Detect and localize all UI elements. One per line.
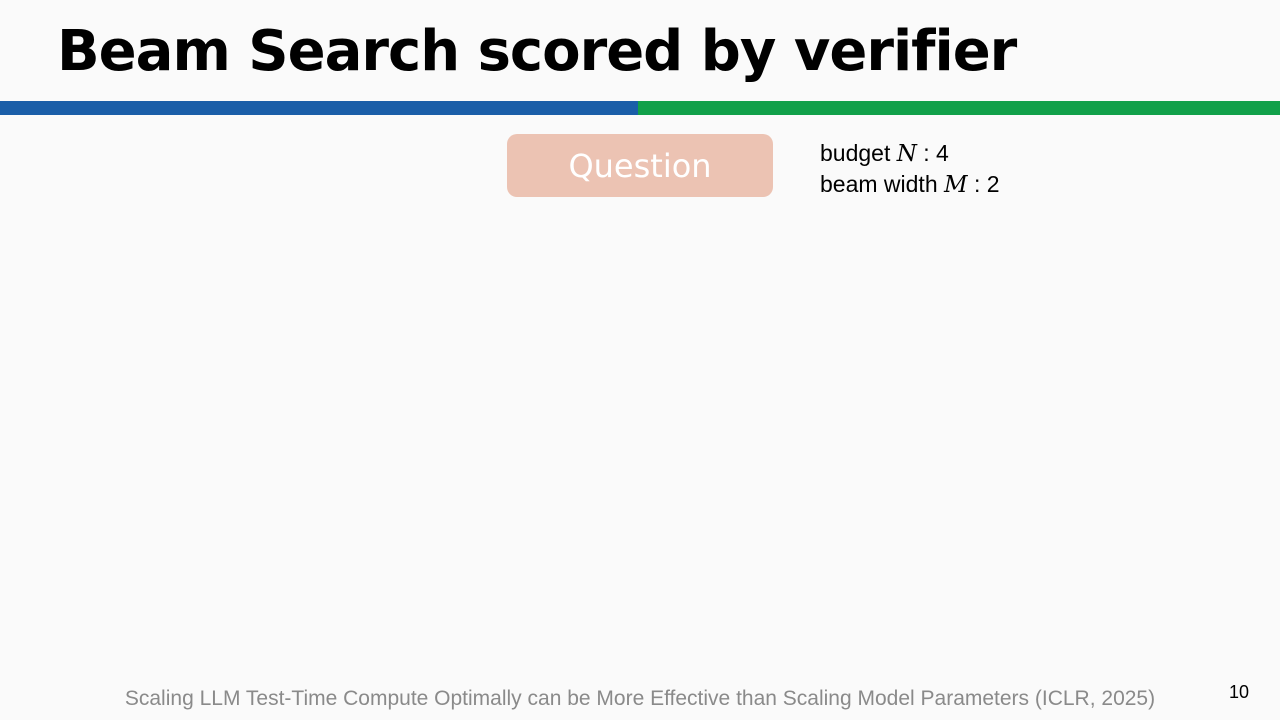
question-node: Question — [507, 134, 773, 197]
title-bar-green-segment — [638, 101, 1280, 115]
beam-width-separator: : — [973, 171, 981, 197]
beam-width-variable: M — [944, 172, 968, 198]
budget-parameter: budget N : 4 — [820, 138, 1000, 169]
beam-width-value: 2 — [986, 171, 1000, 197]
title-bar-blue-segment — [0, 101, 638, 115]
budget-label: budget — [820, 140, 891, 166]
budget-value: 4 — [936, 140, 949, 166]
budget-variable: N — [896, 141, 917, 167]
title-underline-bar — [0, 101, 1280, 115]
citation-footer: Scaling LLM Test-Time Compute Optimally … — [124, 687, 1156, 710]
search-parameters: budget N : 4 beam width M : 2 — [820, 138, 1000, 200]
budget-separator: : — [923, 140, 930, 166]
page-number: 10 — [1228, 682, 1250, 702]
beam-width-parameter: beam width M : 2 — [820, 169, 1000, 200]
slide-title: Beam Search scored by verifier — [57, 19, 1017, 84]
beam-width-label: beam width — [820, 171, 938, 197]
question-node-label: Question — [568, 146, 712, 185]
